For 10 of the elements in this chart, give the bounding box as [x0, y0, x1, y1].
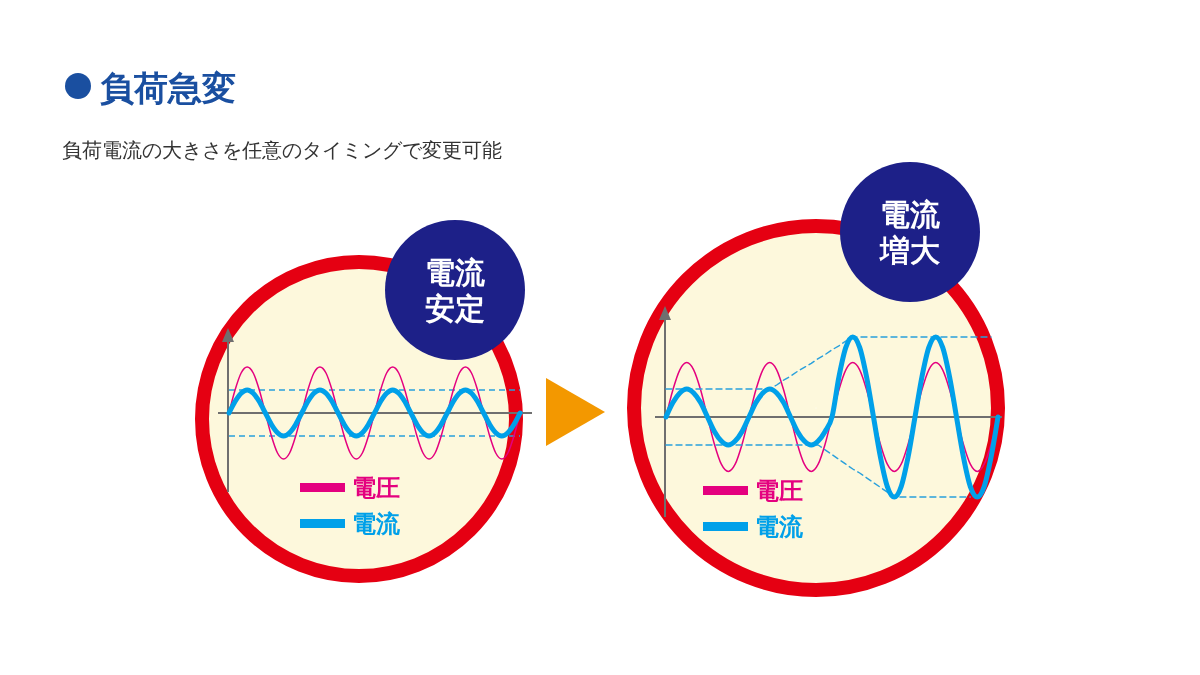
legend-label: 電圧 — [755, 477, 803, 505]
chart-title: 負荷急変 — [100, 68, 236, 108]
text: 安定 — [425, 291, 485, 326]
legend-label: 電流 — [352, 510, 401, 538]
chart-subtitle: 負荷電流の大きさを任意のタイミングで変更可能 — [62, 138, 502, 162]
text: 電流 — [880, 197, 941, 232]
legend-label: 電圧 — [352, 474, 400, 502]
text: 増大 — [879, 233, 941, 268]
legend-label: 電流 — [755, 513, 804, 541]
text: 電流 — [425, 255, 486, 290]
